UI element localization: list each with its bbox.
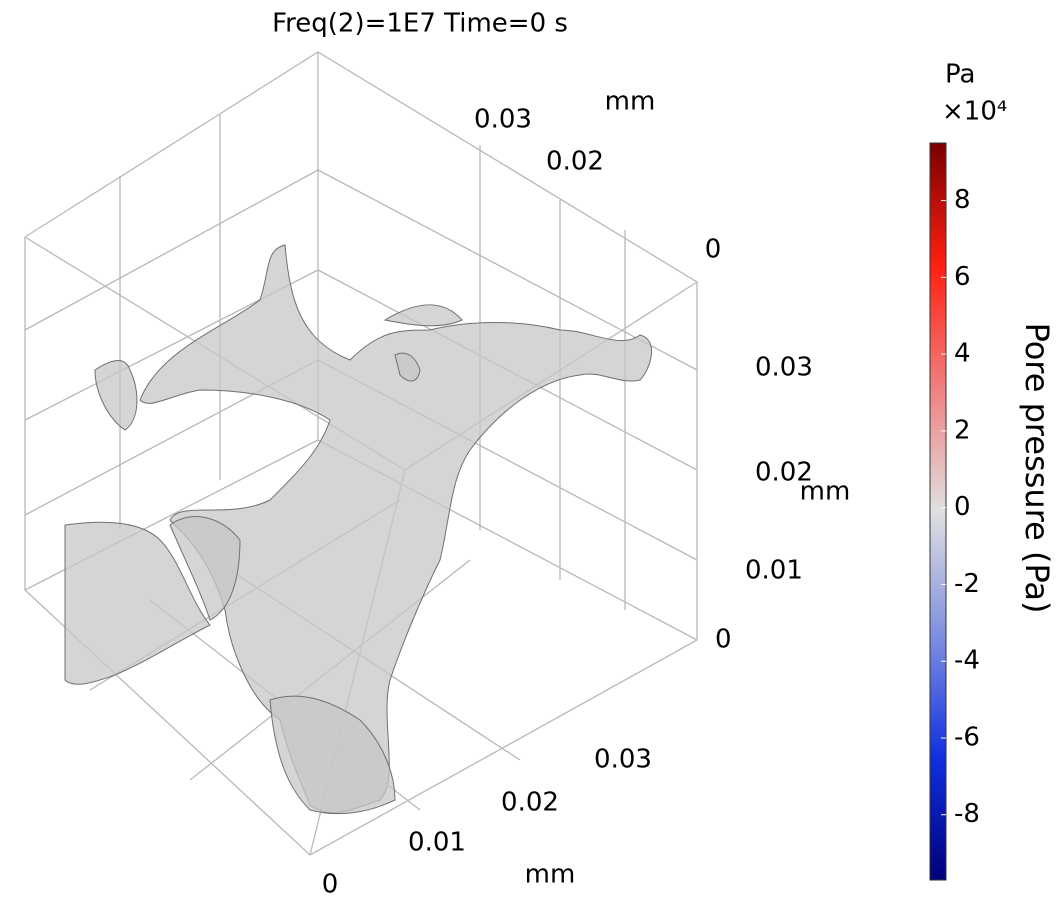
- colorbar-tick-label: -6: [954, 722, 980, 752]
- tick-label: 0.01: [745, 556, 803, 586]
- x-axis-unit: mm: [525, 860, 576, 890]
- tick-label: 0.03: [755, 353, 813, 383]
- colorbar-tick-label: 0: [954, 492, 971, 522]
- chart-title: Freq(2)=1E7 Time=0 s: [272, 9, 568, 39]
- colorbar-unit: Pa: [945, 60, 975, 90]
- colorbar: Pa ×10⁴ Pore pressure (Pa) 8 6 4 2 0 -2 -4 -6 -8: [930, 60, 1056, 881]
- colorbar-tick-label: 4: [954, 339, 971, 369]
- tick-label: 0: [705, 235, 722, 265]
- tick-label: 0.02: [501, 788, 559, 818]
- pore-geometry: [65, 245, 652, 814]
- tick-label: 0.03: [594, 745, 652, 775]
- colorbar-multiplier: ×10⁴: [942, 97, 1007, 127]
- tick-label: 0.01: [408, 828, 466, 858]
- colorbar-label: Pore pressure (Pa): [1018, 323, 1056, 614]
- tick-label: 0.03: [474, 105, 532, 135]
- colorbar-tick-label: 6: [954, 262, 971, 292]
- tick-label: 0.02: [755, 458, 813, 488]
- chart: Freq(2)=1E7 Time=0 s mm mm mm 0: [0, 0, 1062, 897]
- tick-label: 0.02: [546, 147, 604, 177]
- colorbar-tick-label: -2: [954, 569, 980, 599]
- tick-label: 0: [715, 625, 732, 655]
- colorbar-tick-label: -8: [954, 799, 980, 829]
- colorbar-tick-label: 8: [954, 185, 971, 215]
- colorbar-gradient: [930, 143, 946, 880]
- tick-label: 0: [322, 870, 339, 897]
- colorbar-tick-label: -4: [954, 646, 980, 676]
- y-axis-unit: mm: [605, 87, 656, 117]
- colorbar-tick-label: 2: [954, 415, 971, 445]
